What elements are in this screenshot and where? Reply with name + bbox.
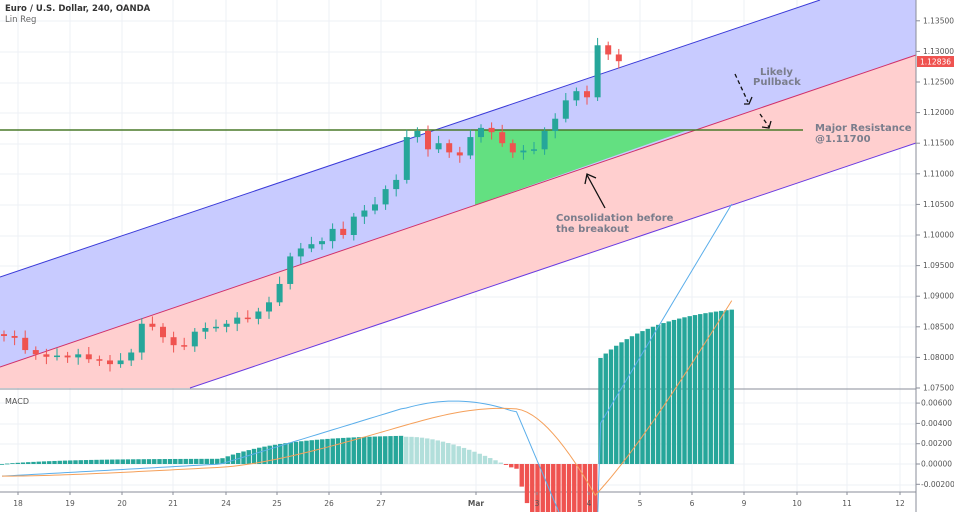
channel-lower-line (189, 142, 917, 389)
macd-tick-label: 0.00000 (921, 460, 952, 469)
price-tick-label: 1.13500 (923, 16, 954, 25)
annotations: Likely Pullback Major Resistance @1.1170… (556, 67, 912, 235)
price-tick-label: 1.12000 (923, 108, 954, 117)
macd-line (1, 203, 733, 512)
price-tick-label: 1.11000 (923, 169, 954, 178)
macd-pane-label[interactable]: MACD (5, 397, 29, 406)
price-tick-label: 1.09000 (923, 292, 954, 301)
channel-upper-line (0, 0, 821, 278)
last-price-value: 1.12836 (920, 58, 951, 67)
consolidation-label-2: the breakout (556, 224, 629, 235)
channel-middle-line (0, 54, 917, 368)
price-tick-label: 1.09500 (923, 261, 954, 270)
time-tick-label: 24 (221, 499, 231, 508)
macd-histogram (0, 309, 734, 512)
time-tick-label: 25 (272, 499, 282, 508)
price-tick-label: 1.07500 (923, 384, 954, 393)
pullback-arrowhead-2 (761, 120, 772, 129)
symbol-title[interactable]: Euro / U.S. Dollar, 240, OANDA (5, 4, 151, 14)
resistance-label-1: Major Resistance (815, 123, 912, 134)
consolidation-label-1: Consolidation before (556, 213, 674, 224)
time-tick-label: 5 (638, 499, 643, 508)
time-tick-label: 26 (324, 499, 334, 508)
indicator-label[interactable]: Lin Reg (5, 15, 37, 25)
macd-tick-label: 0.00200 (921, 439, 952, 448)
consolidation-triangle (475, 130, 688, 205)
time-tick-label: 27 (376, 499, 386, 508)
time-tick-label: 20 (117, 499, 127, 508)
regression-channel (0, 0, 917, 389)
consolidation-arrow (586, 174, 606, 209)
price-tick-label: 1.08000 (923, 353, 954, 362)
price-tick-label: 1.12500 (923, 78, 954, 87)
candles (1, 37, 622, 372)
macd-tick-label: 0.00600 (921, 399, 952, 408)
pullback-arrow-1 (734, 73, 749, 103)
time-tick-label: 9 (742, 499, 747, 508)
time-tick-label: 4 (587, 499, 592, 508)
pullback-arrowhead-1 (744, 96, 753, 105)
price-axis[interactable]: 1.13500 1.13000 1.12500 1.12000 1.11500 1.110… (916, 16, 954, 393)
time-tick-label: 21 (168, 499, 178, 508)
macd-tick-label: 0.00400 (921, 419, 952, 428)
time-tick-label: Mar (468, 499, 485, 508)
time-tick-label: 11 (842, 499, 852, 508)
price-tick-label: 1.10000 (923, 231, 954, 240)
time-tick-label: 10 (792, 499, 802, 508)
price-tick-label: 1.10500 (923, 200, 954, 209)
pullback-label-2: Pullback (753, 77, 801, 88)
last-price-badge: 1.12836 (917, 56, 954, 67)
price-tick-label: 1.11500 (923, 139, 954, 148)
time-tick-label: 19 (65, 499, 75, 508)
resistance-label-2: @1.11700 (815, 134, 871, 145)
time-tick-label: 3 (535, 499, 540, 508)
price-tick-label: 1.13000 (923, 47, 954, 56)
time-tick-label: 12 (895, 499, 905, 508)
pullback-arrow-2 (759, 113, 770, 128)
signal-line (1, 300, 733, 497)
channel-upper-fill (0, 0, 916, 367)
price-tick-label: 1.08500 (923, 322, 954, 331)
chart-header: Euro / U.S. Dollar, 240, OANDA Lin Reg (5, 4, 150, 26)
consolidation-arrowhead (584, 173, 597, 185)
pullback-label-1: Likely (760, 67, 793, 78)
time-axis[interactable]: 18 19 20 21 24 25 26 27 Mar 3 4 5 6 9 10 11 12 (13, 492, 905, 508)
time-tick-label: 18 (13, 499, 23, 508)
macd-axis[interactable]: 0.00600 0.00400 0.00200 0.00000 -0.00200 (916, 399, 954, 489)
time-tick-label: 6 (690, 499, 695, 508)
macd-tick-label: -0.00200 (921, 480, 954, 489)
channel-lower-fill (0, 55, 916, 388)
